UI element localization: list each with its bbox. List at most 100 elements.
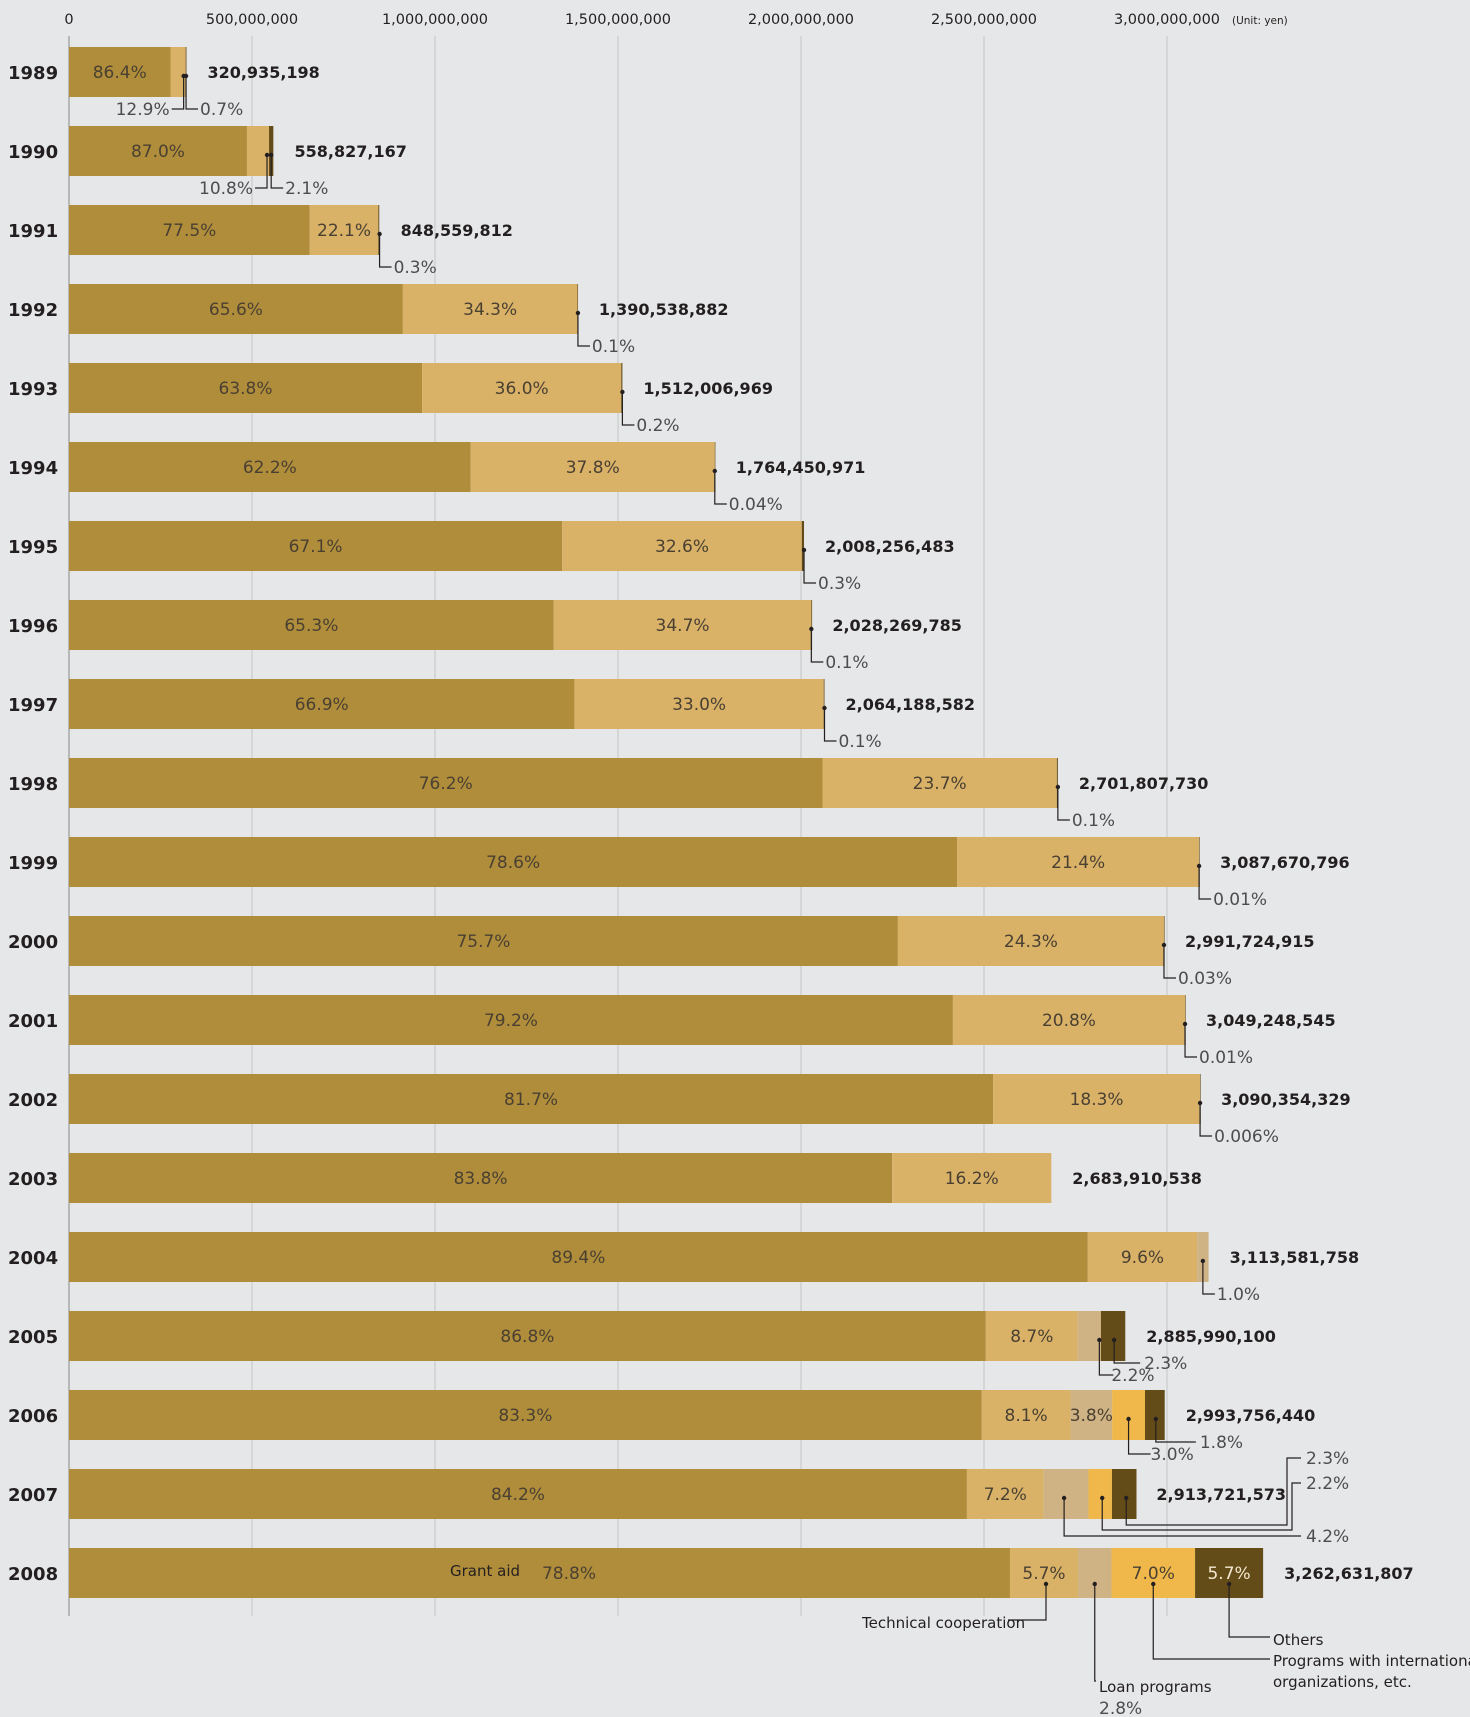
leader-dot [822, 705, 827, 711]
bar-segment-technical-cooperation [985, 1311, 1078, 1361]
year-label: 2002 [8, 1090, 58, 1111]
segment-label-inside: 16.2% [945, 1169, 999, 1189]
leader-dot [1151, 1581, 1156, 1587]
leader-dot [1124, 1495, 1129, 1501]
leader-line [270, 155, 284, 189]
year-label: 1992 [8, 300, 58, 321]
x-axis: (Unit: yen) 0 500,000,000 1,000,000,000 1,5… [64, 12, 1287, 28]
leader-dot [1226, 1581, 1232, 1587]
leader-line [1228, 1584, 1270, 1638]
segment-label-external: 10.8% [199, 179, 253, 199]
leader-dot [1097, 1337, 1102, 1343]
segment-label-external: 0.04% [729, 495, 783, 515]
segment-label-inside: 83.8% [454, 1169, 508, 1189]
total-label: 1,512,006,969 [643, 379, 773, 398]
leader-dot [1055, 784, 1061, 790]
segment-label-external: 0.01% [1213, 890, 1267, 910]
bar-segment-technical-cooperation [470, 442, 715, 492]
bar-segment-grant-aid [69, 1153, 893, 1203]
leader-line [1202, 1261, 1215, 1295]
bar-segment-grant-aid [69, 47, 171, 97]
leader-dot [1092, 1581, 1097, 1587]
bar-segment-technical-cooperation [402, 284, 578, 334]
leader-dot [801, 547, 807, 553]
x-tick-label: 3,000,000,000 [1114, 12, 1220, 28]
leader-dot [1197, 1100, 1203, 1106]
leader-line [1094, 1584, 1096, 1682]
bar-segment-others [1200, 1074, 1201, 1124]
leader-dot [575, 310, 581, 316]
segment-label-inside: 7.0% [1132, 1564, 1175, 1584]
bar-segment-grant-aid [69, 442, 471, 492]
bar-segment-grant-aid [69, 126, 247, 176]
bar-segment-technical-cooperation [1009, 1548, 1079, 1598]
legend-international-line1: Programs with international [1273, 1652, 1470, 1670]
year-label: 1999 [8, 853, 58, 874]
leader-line [1113, 1340, 1141, 1364]
total-label: 3,090,354,329 [1221, 1090, 1351, 1109]
x-tick-label: 2,500,000,000 [931, 12, 1037, 28]
bar-segment-grant-aid [69, 1311, 986, 1361]
total-label: 2,991,724,915 [1185, 932, 1315, 951]
total-label: 1,764,450,971 [736, 458, 866, 477]
segment-label-inside: 32.6% [655, 537, 709, 557]
x-tick-label: 1,500,000,000 [565, 12, 671, 28]
segment-label-inside: 24.3% [1004, 932, 1058, 952]
bars-layer [69, 47, 1264, 1598]
bar-segment-technical-cooperation [574, 679, 824, 729]
total-label: 2,701,807,730 [1079, 774, 1209, 793]
grid-layer [68, 36, 1168, 1616]
segment-label-external: 1.0% [1217, 1285, 1260, 1305]
segment-label-inside: 81.7% [504, 1090, 558, 1110]
bar-segment-others [621, 363, 623, 413]
leader-line [810, 629, 824, 663]
total-label: 2,913,721,573 [1156, 1485, 1286, 1504]
x-tick-label: 0 [64, 12, 73, 28]
bar-segment-technical-cooperation [892, 1153, 1052, 1203]
leader-dot [1100, 1495, 1105, 1501]
bar-segment-others [801, 521, 805, 571]
bar-segment-technical-cooperation [1087, 1232, 1198, 1282]
bar-segment-others [1163, 916, 1165, 966]
bar-segment-technical-cooperation [993, 1074, 1201, 1124]
total-label: 3,049,248,545 [1206, 1011, 1336, 1030]
total-label: 2,683,910,538 [1072, 1169, 1202, 1188]
bar-segment-grant-aid [69, 1232, 1088, 1282]
bar-segment-loan-programs [1197, 1232, 1209, 1282]
segment-label-external: 0.01% [1199, 1048, 1253, 1068]
leader-dot [1182, 1021, 1188, 1027]
leader-dot [1200, 1258, 1206, 1264]
year-label: 1991 [8, 221, 58, 242]
leader-line [1184, 1024, 1198, 1058]
leader-line [378, 234, 392, 268]
year-label: 2007 [8, 1485, 58, 1506]
leader-line [171, 76, 185, 110]
segment-label-inside: 20.8% [1042, 1011, 1096, 1031]
bar-segment-grant-aid [69, 679, 575, 729]
total-label: 320,935,198 [207, 63, 319, 82]
bar-segment-grant-aid [69, 205, 310, 255]
total-label: 2,993,756,440 [1186, 1406, 1316, 1425]
bar-segment-technical-cooperation [562, 521, 802, 571]
bar-segment-others [1056, 758, 1058, 808]
bar-segment-grant-aid [69, 916, 898, 966]
leader-dot [1153, 1416, 1159, 1422]
segment-label-external: 2.2% [1111, 1366, 1154, 1386]
segment-label-inside: 67.1% [289, 537, 343, 557]
leader-line [1163, 945, 1176, 979]
leader-line [1152, 1584, 1270, 1660]
legend-loan-programs-pct: 2.8% [1099, 1699, 1142, 1717]
leader-dot [1161, 942, 1167, 948]
bar-segment-technical-cooperation [966, 1469, 1044, 1519]
segment-label-inside: 8.7% [1010, 1327, 1053, 1347]
bar-segment-technical-cooperation [957, 837, 1200, 887]
leader-line [1098, 1340, 1114, 1376]
bar-segment-grant-aid [69, 284, 403, 334]
segment-label-external: 0.3% [818, 574, 861, 594]
segment-label-external: 2.1% [285, 179, 328, 199]
leader-line [803, 550, 817, 584]
bar-segment-technical-cooperation [170, 47, 186, 97]
year-label: 2003 [8, 1169, 58, 1190]
segment-label-inside: 18.3% [1070, 1090, 1124, 1110]
leader-dot [620, 389, 625, 395]
